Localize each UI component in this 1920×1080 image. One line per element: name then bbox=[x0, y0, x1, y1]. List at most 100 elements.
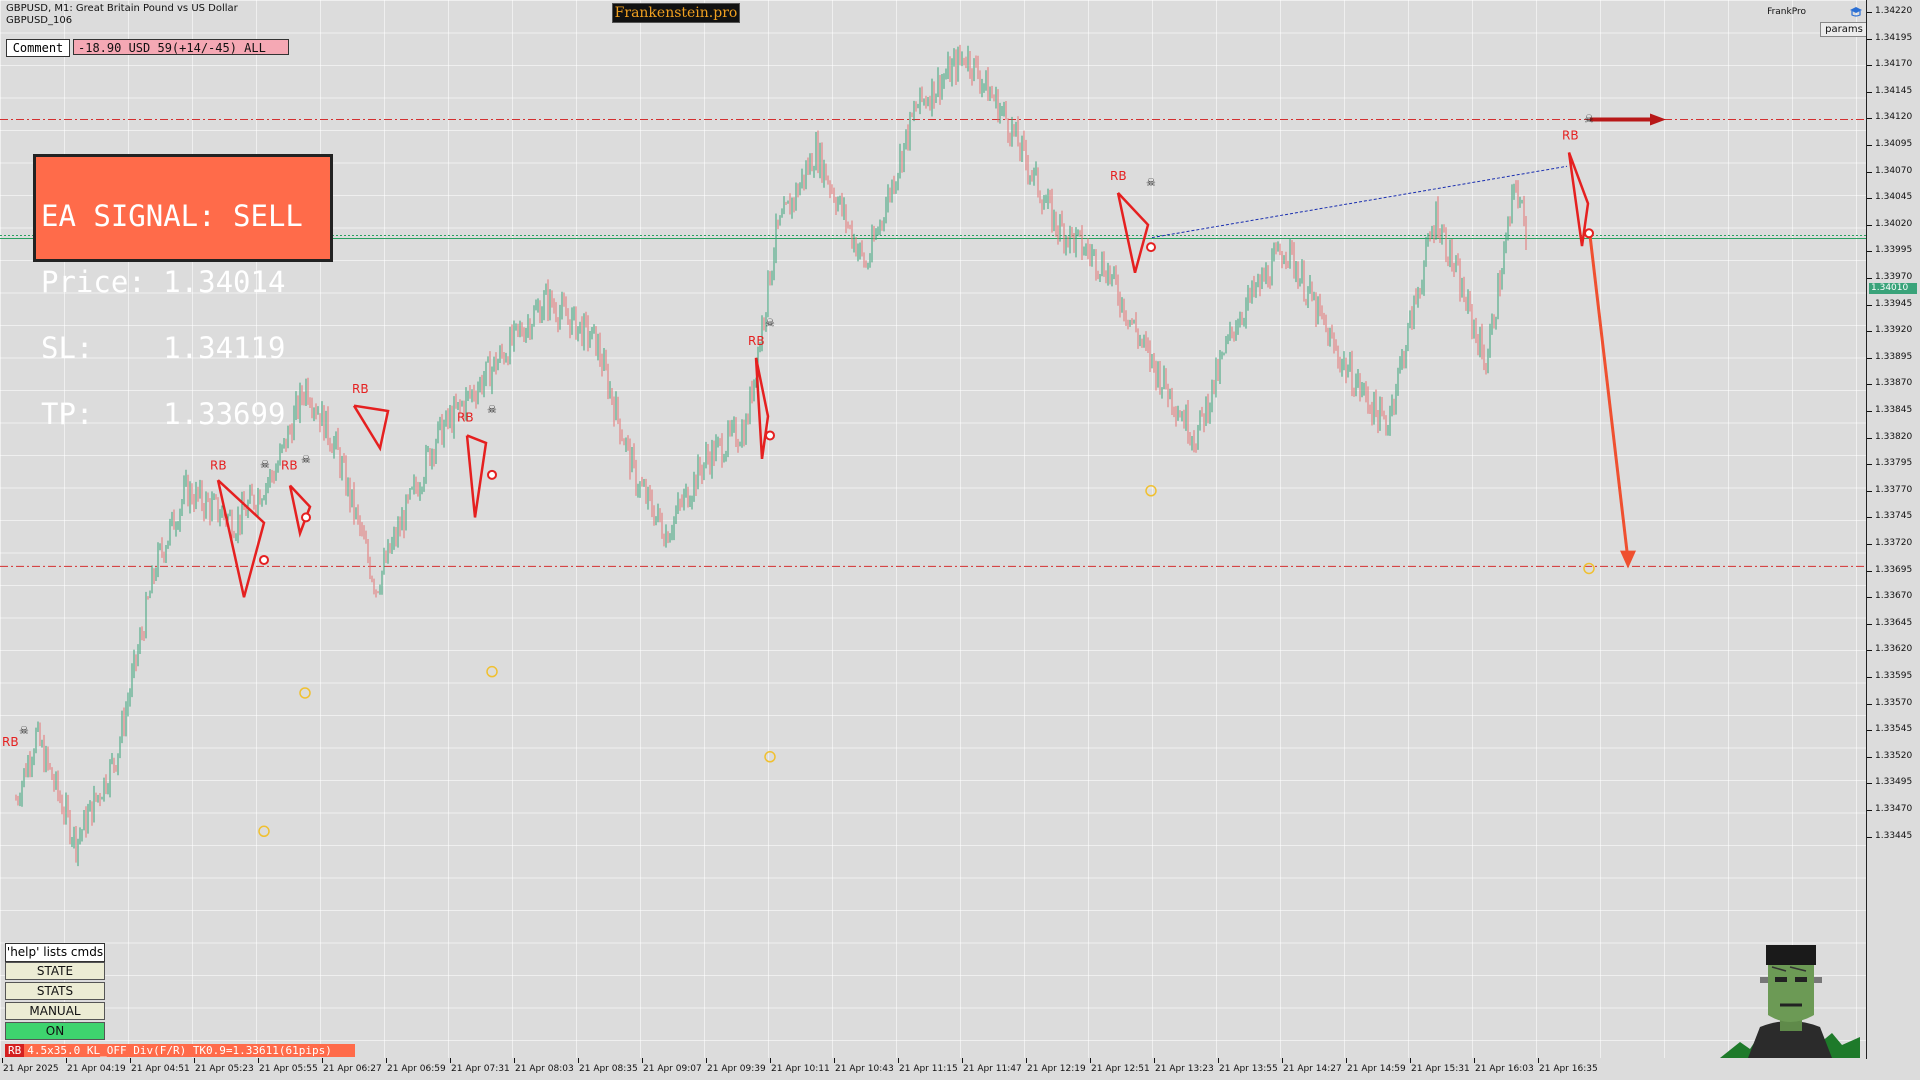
time-label: 21 Apr 11:15 bbox=[899, 1064, 958, 1074]
time-tick bbox=[962, 1058, 963, 1063]
time-label: 21 Apr 13:23 bbox=[1155, 1064, 1214, 1074]
skull-icon: ☠ bbox=[487, 403, 497, 416]
price-tick bbox=[1867, 357, 1872, 359]
time-label: 21 Apr 06:27 bbox=[323, 1064, 382, 1074]
price-tick bbox=[1867, 597, 1872, 599]
price-label: 1.33920 bbox=[1875, 325, 1913, 336]
time-label: 21 Apr 04:51 bbox=[131, 1064, 190, 1074]
price-tick bbox=[1867, 224, 1872, 226]
time-axis[interactable]: 21 Apr 2025 21 Apr 04:19 21 Apr 04:51 21 Ap… bbox=[0, 1058, 1866, 1080]
price-tick bbox=[1867, 677, 1872, 678]
price-tick bbox=[1867, 836, 1872, 838]
entry-marker-icon bbox=[1146, 242, 1156, 253]
price-tick bbox=[1867, 145, 1872, 146]
time-tick bbox=[1090, 1058, 1091, 1063]
price-tick bbox=[1867, 251, 1872, 253]
smiley-icon bbox=[1583, 562, 1595, 575]
price-tick bbox=[1867, 278, 1872, 279]
price-label: 1.33470 bbox=[1875, 804, 1913, 814]
status-text: 4.5x35.0 KL_OFF Div(F/R) TK0.9=1.33611(6… bbox=[27, 1044, 332, 1057]
time-label: 21 Apr 09:39 bbox=[707, 1064, 766, 1074]
price-tick bbox=[1867, 331, 1872, 333]
time-tick bbox=[66, 1058, 67, 1063]
price-label: 1.33770 bbox=[1875, 484, 1913, 495]
rb-pattern-label: RB bbox=[2, 735, 19, 749]
price-label: 1.33845 bbox=[1875, 405, 1913, 415]
time-tick bbox=[1474, 1058, 1475, 1063]
rb-pattern-shape bbox=[216, 479, 266, 598]
smiley-icon bbox=[1145, 485, 1157, 497]
state-button[interactable]: STATE bbox=[5, 962, 105, 980]
smiley-icon bbox=[258, 825, 270, 838]
price-tick bbox=[1867, 464, 1872, 466]
help-hint[interactable]: 'help' lists cmds bbox=[5, 943, 105, 962]
signal-line-sl: SL: 1.34119 bbox=[41, 331, 286, 365]
price-axis[interactable]: 1.34010 1.34220 1.34195 1.34170 1.34145 1.34… bbox=[1867, 0, 1920, 1058]
skull-icon: ☠ bbox=[1584, 112, 1594, 125]
time-tick bbox=[2, 1058, 3, 1063]
entry-marker-icon bbox=[301, 512, 311, 523]
rb-pattern-shape bbox=[288, 484, 312, 538]
time-label: 21 Apr 06:59 bbox=[387, 1064, 446, 1074]
manual-button[interactable]: MANUAL bbox=[5, 1002, 105, 1020]
price-tick bbox=[1867, 171, 1872, 173]
price-tick bbox=[1867, 650, 1872, 652]
time-tick bbox=[898, 1058, 899, 1063]
time-label: 21 Apr 12:51 bbox=[1091, 1064, 1150, 1074]
time-tick bbox=[1410, 1058, 1411, 1063]
price-label: 1.33645 bbox=[1875, 617, 1913, 628]
price-label: 1.33495 bbox=[1875, 777, 1913, 788]
params-button[interactable]: params bbox=[1820, 22, 1866, 37]
rb-pattern-label: RB bbox=[1562, 129, 1579, 143]
price-label: 1.33870 bbox=[1875, 378, 1913, 389]
time-label: 21 Apr 14:27 bbox=[1283, 1064, 1342, 1074]
chart-area[interactable]: RB RB RB RB RB RB RB RB ☠ ☠ ☠ ☠ ☠ ☠ ☠ GBPUSD, M1: Grea… bbox=[0, 0, 1867, 1059]
pnl-summary: -18.90 USD 59(+14/-45) ALL bbox=[73, 39, 289, 55]
stats-button[interactable]: STATS bbox=[5, 982, 105, 1000]
price-tick bbox=[1867, 198, 1872, 200]
price-label: 1.33745 bbox=[1875, 511, 1913, 522]
price-label: 1.34220 bbox=[1875, 6, 1913, 16]
comment-button[interactable]: Comment bbox=[6, 39, 70, 57]
rb-pattern-shape bbox=[352, 404, 390, 452]
price-label: 1.33520 bbox=[1875, 750, 1913, 761]
price-tick bbox=[1867, 384, 1872, 386]
skull-icon: ☠ bbox=[1146, 176, 1156, 189]
ea-signal-panel: EA SIGNAL: SELL Price: 1.34014 SL: 1.341… bbox=[33, 154, 333, 429]
price-label: 1.34145 bbox=[1875, 85, 1913, 96]
price-label: 1.34170 bbox=[1875, 59, 1913, 70]
time-tick bbox=[258, 1058, 259, 1063]
price-tick bbox=[1867, 730, 1872, 732]
price-label: 1.33545 bbox=[1875, 724, 1913, 735]
price-tick bbox=[1867, 437, 1872, 439]
price-label: 1.33720 bbox=[1875, 538, 1913, 548]
price-tick bbox=[1867, 783, 1872, 785]
price-label: 1.33595 bbox=[1875, 671, 1913, 681]
price-tick bbox=[1867, 490, 1872, 492]
rb-pattern-label: RB bbox=[748, 334, 765, 348]
divergence-line bbox=[1151, 165, 1568, 239]
entry-marker-icon bbox=[765, 430, 775, 441]
smiley-icon bbox=[299, 687, 311, 699]
time-label: 21 Apr 08:35 bbox=[579, 1064, 638, 1074]
time-tick bbox=[1282, 1058, 1283, 1063]
rb-pattern-label: RB bbox=[352, 382, 369, 396]
on-toggle-button[interactable]: ON bbox=[5, 1022, 105, 1040]
time-tick bbox=[1218, 1058, 1219, 1063]
symbol-subtitle: GBPUSD_106 bbox=[6, 15, 73, 26]
time-tick bbox=[706, 1058, 707, 1063]
time-tick bbox=[770, 1058, 771, 1063]
time-label: 21 Apr 05:23 bbox=[195, 1064, 254, 1074]
time-label: 21 Apr 09:07 bbox=[643, 1064, 702, 1074]
graduation-cap-icon[interactable] bbox=[1849, 6, 1863, 18]
price-label: 1.34070 bbox=[1875, 165, 1913, 176]
time-label: 21 Apr 08:03 bbox=[515, 1064, 574, 1074]
time-label: 21 Apr 13:55 bbox=[1219, 1064, 1278, 1074]
time-label: 21 Apr 05:55 bbox=[259, 1064, 318, 1074]
rb-pattern-label: RB bbox=[1110, 169, 1127, 183]
smiley-icon bbox=[764, 751, 776, 763]
time-tick bbox=[386, 1058, 387, 1063]
symbol-title: GBPUSD, M1: Great Britain Pound vs US Do… bbox=[6, 3, 238, 14]
brand-logo-text[interactable]: Frankenstein.pro bbox=[612, 3, 740, 23]
